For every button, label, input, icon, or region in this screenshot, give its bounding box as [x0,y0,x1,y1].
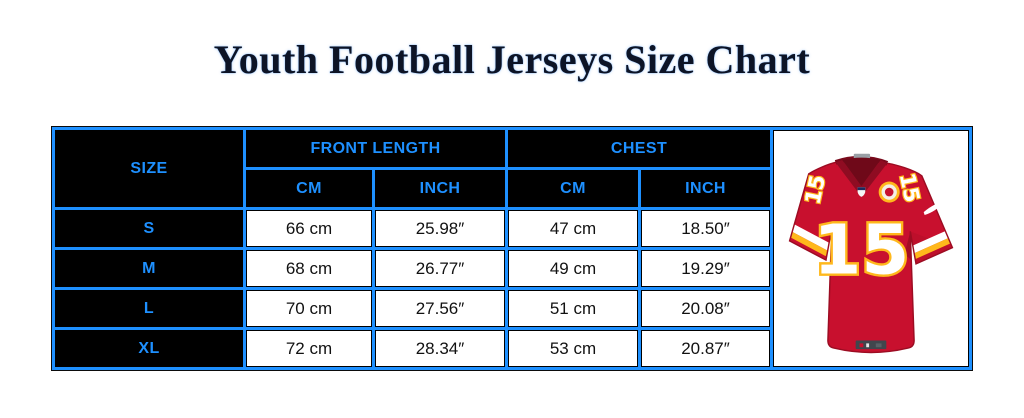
table-row-s: S 66 cm 25.98″ 47 cm 18.50″ [55,210,969,247]
table-row-m: M 68 cm 26.77″ 49 cm 19.29″ [55,250,969,287]
chest-inch-value: 18.50″ [641,210,771,247]
size-chart-table: SIZE FRONT LENGTH CHEST [52,127,973,370]
jersey-right-sleeve-stripes [906,226,953,260]
chest-inch-value: 20.08″ [641,290,771,327]
header-front-cm: CM [246,170,372,207]
front-length-inch-value: 25.98″ [375,210,505,247]
jersey-left-shoulder-number: 15 [800,172,831,206]
size-label: L [55,290,243,327]
table-row-l: L 70 cm 27.56″ 51 cm 20.08″ [55,290,969,327]
jersey-outline [788,158,954,353]
chest-inch-value: 19.29″ [641,250,771,287]
header-chest: CHEST [508,130,771,167]
size-label: XL [55,330,243,367]
front-length-inch-value: 26.77″ [375,250,505,287]
header-front-inch: INCH [375,170,505,207]
jersey-vneck-opening [842,157,881,186]
chest-inch-value: 20.87″ [641,330,771,367]
jersey-number: 15 [813,210,909,290]
nfl-shield-icon [857,186,866,197]
jersey-jock-tag [855,340,887,349]
jersey-right-shoulder-number: 15 [895,170,926,204]
jersey-image-cell: 15 15 15 [773,130,970,367]
header-chest-inch: INCH [641,170,771,207]
header-size: SIZE [55,130,243,207]
front-length-inch-value: 27.56″ [375,290,505,327]
header-row-units: CM INCH CM INCH [55,170,969,207]
front-length-inch-value: 28.34″ [375,330,505,367]
jersey-image: 15 15 15 [788,153,954,353]
chest-cm-value: 51 cm [508,290,638,327]
size-label: S [55,210,243,247]
table-row-xl: XL 72 cm 28.34″ 53 cm 20.87″ [55,330,969,367]
size-chart-table-wrapper: SIZE FRONT LENGTH CHEST [51,126,974,371]
header-row-groups: SIZE FRONT LENGTH CHEST [55,130,970,367]
size-label: M [55,250,243,287]
header-chest-cm: CM [508,170,638,207]
front-length-cm-value: 72 cm [246,330,372,367]
chest-cm-value: 49 cm [508,250,638,287]
nike-swoosh-icon [923,200,946,215]
chest-cm-value: 47 cm [508,210,638,247]
front-length-cm-value: 70 cm [246,290,372,327]
jersey-vneck-band [835,159,888,197]
chest-cm-value: 53 cm [508,330,638,367]
jersey-collar-tape [853,153,871,159]
page-title: Youth Football Jerseys Size Chart [213,37,811,82]
front-length-cm-value: 68 cm [246,250,372,287]
team-patch-icon [878,181,900,203]
front-length-cm-value: 66 cm [246,210,372,247]
header-front-length: FRONT LENGTH [246,130,505,167]
